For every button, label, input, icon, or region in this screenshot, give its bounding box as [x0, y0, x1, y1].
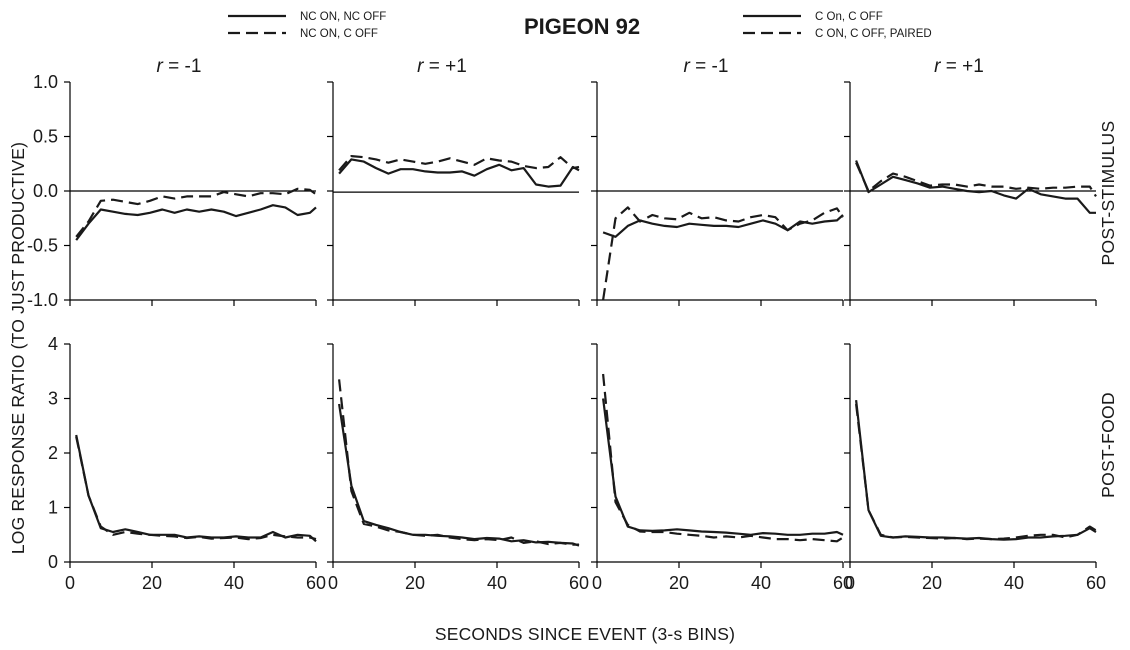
series-line-solid	[602, 398, 844, 536]
series-line-dashed	[855, 403, 1097, 541]
series-line-solid	[855, 160, 1096, 214]
panel: 0 20 40 60	[591, 343, 853, 593]
series-line-solid	[75, 204, 317, 241]
x-tick-label: 60	[1086, 573, 1106, 593]
legend-left: NC ON, NC OFF NC ON, C OFF	[228, 11, 386, 40]
panel-r-label: r = -1	[157, 56, 202, 77]
y-tick-label: 1	[48, 498, 58, 518]
y-tick-label: 0	[48, 552, 58, 572]
series-line-solid	[75, 434, 317, 543]
y-axis-label: LOG RESPONSE RATIO (TO JUST PRODUCTIVE)	[8, 142, 28, 554]
panel: 0 20 40 60	[327, 343, 589, 593]
x-tick-label: 60	[306, 573, 326, 593]
panel-r-label: r = +1	[934, 56, 984, 77]
series-line-solid	[855, 399, 1097, 541]
x-tick-label: 40	[487, 573, 507, 593]
y-tick-label: 4	[48, 334, 58, 354]
x-tick-label: 20	[922, 573, 942, 593]
r-value: = +1	[424, 56, 467, 77]
series-line-solid	[338, 158, 580, 188]
r-value: = -1	[163, 56, 202, 77]
panel: 4 3 2 1 00 20 40 60	[48, 334, 326, 593]
series-line-dashed	[602, 206, 844, 301]
panel-r-label: r = +1	[417, 56, 467, 77]
legend-right: C On, C OFF C ON, C OFF, PAIRED	[743, 11, 932, 40]
series-line-dashed	[338, 155, 580, 172]
panel: r = -1	[591, 56, 844, 306]
row-label-post-food: POST-FOOD	[1098, 392, 1118, 498]
panel: r = +1	[844, 56, 1097, 306]
y-tick-label: 1.0	[33, 72, 58, 92]
x-tick-label: 40	[1004, 573, 1024, 593]
y-tick-label: 2	[48, 443, 58, 463]
r-value: = +1	[941, 56, 984, 77]
x-tick-label: 60	[833, 573, 853, 593]
x-tick-label: 20	[142, 573, 162, 593]
series-line-solid	[602, 214, 844, 238]
x-tick-label: 0	[328, 573, 338, 593]
r-symbol: r	[157, 56, 164, 77]
x-tick-label: 40	[224, 573, 244, 593]
panel: 0 20 40 60	[844, 343, 1106, 593]
legend-label: C ON, C OFF, PAIRED	[815, 28, 932, 40]
x-tick-label: 20	[405, 573, 425, 593]
series-line-solid	[338, 403, 580, 547]
x-tick-label: 40	[751, 573, 771, 593]
r-value: = -1	[690, 56, 729, 77]
legend-label: NC ON, C OFF	[300, 28, 378, 40]
x-tick-label: 0	[845, 573, 855, 593]
series-line-dashed	[602, 373, 844, 543]
y-tick-label: -1.0	[27, 290, 58, 310]
x-tick-label: 0	[592, 573, 602, 593]
y-tick-label: 0.0	[33, 181, 58, 201]
panel: 1.0 0.5 0.0 -0.5 -1.0 r = -1	[27, 56, 317, 310]
r-symbol: r	[417, 56, 424, 77]
row-label-post-stimulus: POST-STIMULUS	[1098, 121, 1118, 266]
x-tick-label: 0	[65, 573, 75, 593]
x-axis-label: SECONDS SINCE EVENT (3-s BINS)	[435, 624, 735, 644]
figure-title: PIGEON 92	[524, 14, 640, 39]
r-symbol: r	[684, 56, 691, 77]
x-tick-label: 20	[669, 573, 689, 593]
legend-label: C On, C OFF	[815, 11, 883, 23]
y-tick-label: 0.5	[33, 127, 58, 147]
series-line-dashed	[855, 162, 1097, 197]
series-line-dashed	[75, 436, 317, 541]
y-tick-label: 3	[48, 389, 58, 409]
r-symbol: r	[934, 56, 941, 77]
series-line-dashed	[338, 379, 579, 546]
y-tick-label: -0.5	[27, 236, 58, 256]
series-line-dashed	[75, 187, 317, 238]
x-tick-label: 60	[569, 573, 589, 593]
legend-label: NC ON, NC OFF	[300, 11, 386, 23]
panel-r-label: r = -1	[684, 56, 729, 77]
panels-group: 1.00.50.0-0.5-1.0r = -1 r = +1 r = -1 r = +…	[27, 56, 1106, 593]
panel: r = +1	[327, 56, 580, 306]
